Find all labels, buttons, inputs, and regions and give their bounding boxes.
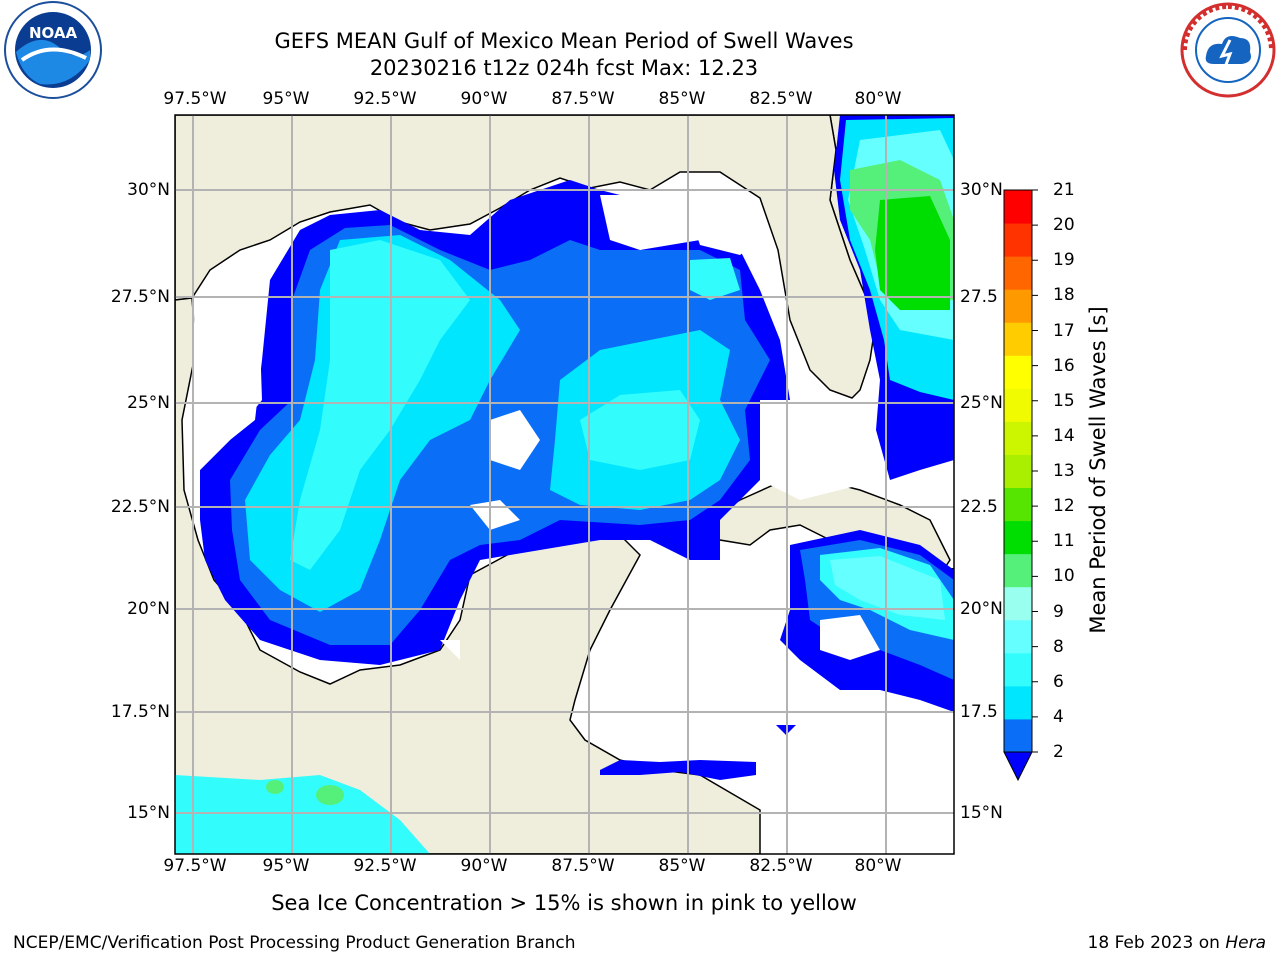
lon-tick-top: 92.5°W xyxy=(353,89,417,109)
lon-tick-bottom: 80°W xyxy=(854,856,902,876)
map-title: GEFS MEAN Gulf of Mexico Mean Period of … xyxy=(274,29,854,53)
colorbar-tick-label: 16 xyxy=(1053,355,1075,376)
footer-branch: NCEP/EMC/Verification Post Processing Pr… xyxy=(13,933,576,953)
colorbar xyxy=(1003,189,1038,782)
colorbar-segment xyxy=(1004,652,1032,687)
colorbar-tick-label: 9 xyxy=(1053,601,1064,622)
lon-tick-top: 80°W xyxy=(854,89,902,109)
lat-tick-left: 30°N xyxy=(127,180,170,200)
colorbar-tick-label: 14 xyxy=(1053,425,1075,446)
lon-tick-bottom: 82.5°W xyxy=(749,856,813,876)
lat-tick-left: 15°N xyxy=(127,803,170,823)
colorbar-segment xyxy=(1004,355,1032,389)
lon-tick-bottom: 92.5°W xyxy=(353,856,417,876)
colorbar-tick-label: 15 xyxy=(1053,390,1075,411)
map-subtitle: 20230216 t12z 024h fcst Max: 12.23 xyxy=(369,56,759,80)
colorbar-segment xyxy=(1004,487,1032,522)
lat-tick-right: 25°N xyxy=(960,393,1003,413)
colorbar-segment xyxy=(1004,520,1032,555)
colorbar-tick-label: 10 xyxy=(1053,566,1075,587)
colorbar-tick-label: 18 xyxy=(1053,285,1075,306)
noaa-logo-text: NOAA xyxy=(29,24,78,42)
lat-tick-left: 27.5°N xyxy=(110,287,170,307)
colorbar-tick-label: 20 xyxy=(1053,215,1075,236)
lat-tick-left: 20°N xyxy=(127,599,170,619)
graticule xyxy=(175,115,954,854)
lat-tick-left: 17.5°N xyxy=(110,702,170,722)
map-frame xyxy=(174,114,955,855)
footer-date-text: 18 Feb 2023 on xyxy=(1087,933,1226,953)
colorbar-tick-label: 4 xyxy=(1053,706,1064,727)
colorbar-under-triangle xyxy=(1003,751,1033,782)
lon-tick-bottom: 97.5°W xyxy=(163,856,227,876)
lat-tick-right: 27.5 xyxy=(960,287,998,307)
colorbar-segment xyxy=(1004,685,1032,720)
footer-host: Hera xyxy=(1225,933,1266,953)
lat-tick-right: 20°N xyxy=(960,599,1003,619)
colorbar-label: Mean Period of Swell Waves [s] xyxy=(1086,306,1110,634)
colorbar-tick-label: 8 xyxy=(1053,636,1064,657)
colorbar-tick-label: 12 xyxy=(1053,496,1075,517)
colorbar-tick-label: 2 xyxy=(1053,742,1064,762)
colorbar-tick-label: 13 xyxy=(1053,461,1075,481)
nws-logo-icon xyxy=(1180,2,1276,98)
lat-tick-right: 22.5 xyxy=(960,497,998,517)
lon-tick-top: 90°W xyxy=(460,89,508,109)
colorbar-tick-label: 19 xyxy=(1053,250,1075,271)
lon-tick-top: 82.5°W xyxy=(749,89,813,109)
lon-tick-bottom: 90°W xyxy=(460,856,508,876)
lat-tick-right: 30°N xyxy=(960,180,1003,200)
footer-date: 18 Feb 2023 on Hera xyxy=(1088,933,1266,953)
lon-tick-top: 97.5°W xyxy=(163,89,227,109)
colorbar-segment xyxy=(1004,256,1032,290)
colorbar-segment xyxy=(1004,718,1032,753)
lat-tick-left: 22.5°N xyxy=(110,497,170,517)
lon-tick-bottom: 85°W xyxy=(658,856,706,876)
lon-tick-bottom: 95°W xyxy=(262,856,310,876)
lat-tick-left: 25°N xyxy=(127,393,170,413)
lat-tick-right: 17.5 xyxy=(960,702,998,722)
colorbar-segment xyxy=(1004,619,1032,654)
noaa-logo-icon: NOAA xyxy=(4,1,102,99)
lon-tick-top: 87.5°W xyxy=(551,89,615,109)
colorbar-tick-label: 21 xyxy=(1053,180,1075,200)
sea-ice-note: Sea Ice Concentration > 15% is shown in … xyxy=(271,891,857,915)
lon-tick-top: 85°W xyxy=(658,89,706,109)
colorbar-segment xyxy=(1004,289,1032,323)
lat-tick-right: 15°N xyxy=(960,803,1003,823)
colorbar-segment xyxy=(1004,322,1032,356)
colorbar-tick-label: 11 xyxy=(1053,531,1075,552)
colorbar-segment xyxy=(1004,553,1032,588)
colorbar-segment xyxy=(1004,223,1032,257)
colorbar-segment xyxy=(1004,421,1032,455)
colorbar-tick-label: 17 xyxy=(1053,320,1075,341)
colorbar-segment xyxy=(1004,586,1032,621)
lon-tick-bottom: 87.5°W xyxy=(551,856,615,876)
colorbar-segment xyxy=(1004,190,1032,224)
colorbar-tick-label: 6 xyxy=(1053,671,1064,692)
colorbar-segment xyxy=(1004,454,1032,489)
colorbar-segment xyxy=(1004,388,1032,422)
lon-tick-top: 95°W xyxy=(262,89,310,109)
